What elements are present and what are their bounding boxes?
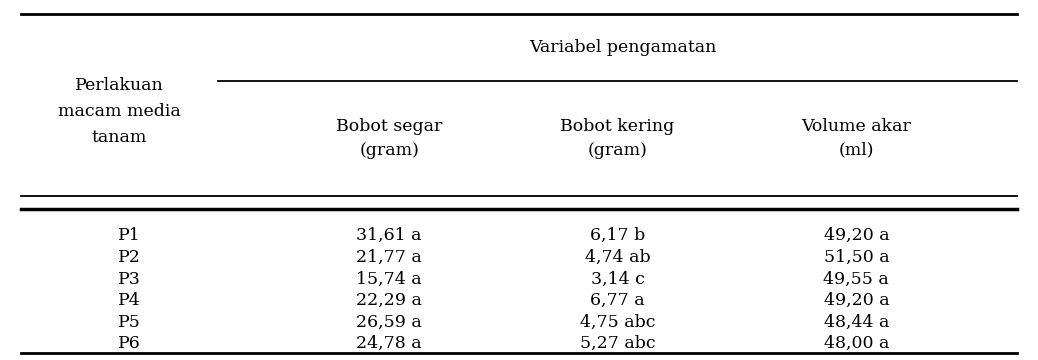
Text: 49,20 a: 49,20 a [823,292,890,309]
Text: 3,14 c: 3,14 c [591,270,645,288]
Text: 48,00 a: 48,00 a [824,335,889,352]
Text: 22,29 a: 22,29 a [356,292,422,309]
Text: 49,55 a: 49,55 a [823,270,890,288]
Text: P2: P2 [118,249,141,266]
Text: 26,59 a: 26,59 a [356,314,422,331]
Text: 31,61 a: 31,61 a [356,227,422,244]
Text: Bobot kering
(gram): Bobot kering (gram) [561,118,675,159]
Text: 51,50 a: 51,50 a [823,249,890,266]
Text: P5: P5 [118,314,141,331]
Text: 5,27 abc: 5,27 abc [580,335,655,352]
Text: Bobot segar
(gram): Bobot segar (gram) [336,118,442,159]
Text: 4,74 ab: 4,74 ab [584,249,651,266]
Text: 4,75 abc: 4,75 abc [580,314,655,331]
Text: 49,20 a: 49,20 a [823,227,890,244]
Text: 6,77 a: 6,77 a [591,292,645,309]
Text: 24,78 a: 24,78 a [356,335,422,352]
Text: P4: P4 [118,292,141,309]
Text: P6: P6 [118,335,141,352]
Text: Variabel pengamatan: Variabel pengamatan [529,39,716,56]
Text: Volume akar
(ml): Volume akar (ml) [801,118,911,159]
Text: 48,44 a: 48,44 a [824,314,889,331]
Text: 6,17 b: 6,17 b [590,227,646,244]
Text: P3: P3 [118,270,141,288]
Text: 21,77 a: 21,77 a [356,249,422,266]
Text: P1: P1 [118,227,141,244]
Text: Perlakuan
macam media
tanam: Perlakuan macam media tanam [58,77,181,146]
Text: 15,74 a: 15,74 a [356,270,422,288]
